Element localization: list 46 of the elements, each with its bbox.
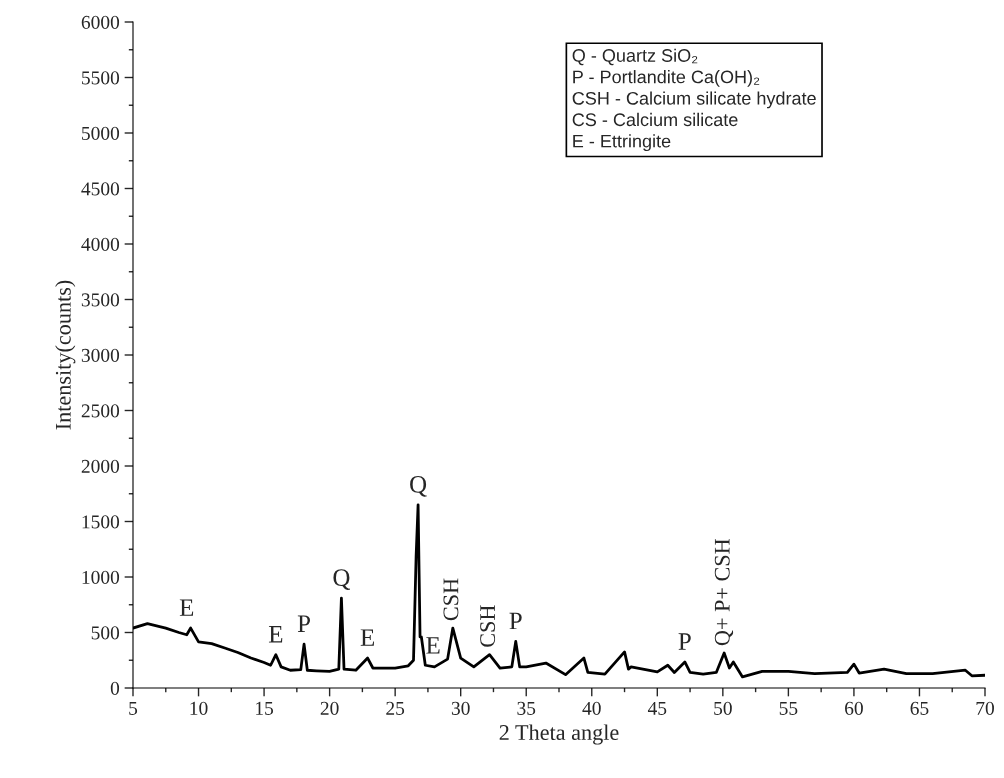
y-tick-label: 500 (91, 626, 120, 640)
y-tick-label: 5000 (82, 126, 120, 140)
y-tick-label: 4500 (81, 182, 120, 196)
annotation: Q (333, 569, 351, 590)
annotation: Q+ P+ CSH (714, 538, 734, 646)
y-tick-label: 2500 (81, 404, 120, 418)
x-tick-label: 10 (190, 701, 208, 715)
annotation: E - Ettringite (573, 134, 671, 152)
annotation: E (426, 637, 440, 654)
y-tick-label: 3500 (81, 293, 120, 307)
annotation: CSH - Calcium silicate hydrate (572, 91, 816, 109)
annotation: E (179, 599, 194, 616)
annotation: P - Portlandite Ca(OH)₂ (573, 70, 760, 87)
x-tick-label: 15 (256, 701, 274, 715)
x-tick-label: 30 (451, 701, 470, 715)
x-tick-label: 70 (976, 701, 994, 715)
annotation: P (297, 615, 311, 632)
x-tick-label: 40 (582, 701, 601, 715)
x-tick-label: 45 (647, 701, 667, 715)
x-tick-label: 5 (129, 701, 138, 715)
y-tick-label: 1500 (82, 515, 120, 529)
x-tick-label: 60 (845, 701, 863, 715)
x-tick-label: 35 (517, 701, 536, 715)
x-tick-label: 55 (779, 701, 798, 715)
annotation: CS - Calcium silicate (572, 112, 738, 127)
annotation: CSH (480, 605, 496, 647)
y-axis-title: Intensity(counts) (55, 280, 76, 430)
y-tick-label: 0 (110, 681, 120, 695)
annotation: P (509, 612, 522, 630)
y-tick-label: 1000 (82, 570, 120, 584)
y-tick-label: 6000 (81, 15, 120, 29)
x-tick-label: 50 (714, 701, 732, 715)
annotation: E (360, 629, 375, 646)
annotation: Q - Quartz SiO₂ (572, 48, 698, 66)
y-tick-label: 5500 (82, 71, 120, 85)
y-tick-label: 2000 (81, 459, 120, 473)
annotation: Q (410, 476, 427, 497)
x-tick-label: 20 (320, 701, 339, 715)
y-tick-label: 3000 (81, 348, 120, 362)
x-tick-label: 65 (910, 701, 929, 715)
annotation: CSH (443, 578, 459, 621)
annotation: P (678, 633, 691, 650)
annotation: E (268, 626, 283, 643)
y-tick-label: 4000 (81, 237, 120, 251)
x-tick-label: 25 (386, 701, 405, 715)
x-axis-title: 2 Theta angle (499, 724, 619, 745)
